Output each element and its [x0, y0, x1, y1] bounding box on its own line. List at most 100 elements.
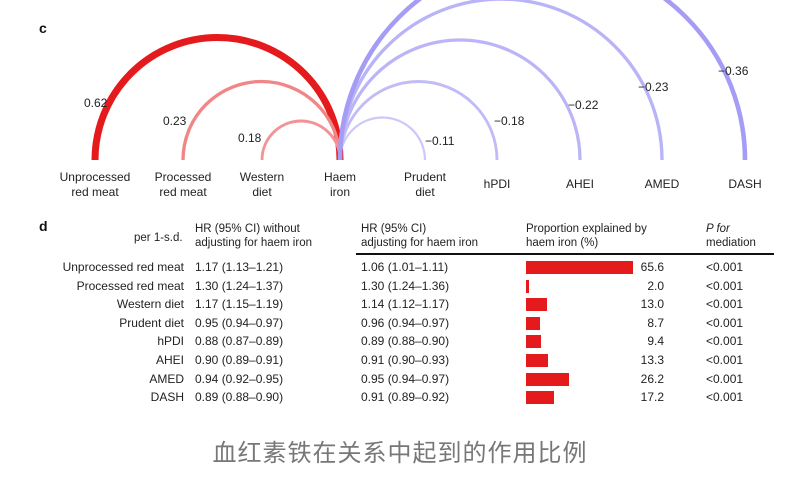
- p-mediation-cell: <0.001: [706, 334, 744, 349]
- table-header-rule: [356, 253, 774, 255]
- node-label-line: Western: [239, 170, 285, 184]
- node-label-line: red meat: [71, 185, 119, 199]
- hr-without-cell: 0.95 (0.94–0.97): [195, 315, 284, 330]
- proportion-bar: [526, 279, 530, 293]
- percent-cell: 9.4: [647, 334, 664, 349]
- proportion-bar: [526, 335, 542, 349]
- header-proportion-line1: Proportion explained by: [526, 223, 647, 235]
- header-hr-with: HR (95% CI) adjusting for haem iron: [361, 222, 478, 250]
- header-p-line2: mediation: [706, 237, 756, 249]
- node-label-haem-iron: Haem iron: [290, 170, 390, 200]
- proportion-bar: [526, 316, 541, 330]
- proportion-bar: [526, 391, 555, 405]
- arc-amed: [338, 0, 664, 161]
- header-proportion-line2: haem iron (%): [526, 237, 599, 249]
- node-label-unprocessed-red-meat: Unprocessed red meat: [45, 170, 145, 200]
- row-label: Western diet: [116, 297, 184, 312]
- hr-without-cell: 0.89 (0.88–0.90): [195, 390, 284, 405]
- header-per-sd: per 1-s.d.: [134, 232, 183, 244]
- arc-western-diet: [260, 119, 342, 161]
- table-row: Western diet 1.17 (1.15–1.19) 1.14 (1.12–1…: [0, 295, 800, 313]
- proportion-bar: [526, 372, 569, 386]
- table-row: hPDI 0.88 (0.87–0.89) 0.89 (0.88–0.90) 9.4 <…: [0, 332, 800, 350]
- p-mediation-cell: <0.001: [706, 260, 744, 274]
- hr-without-cell: 1.30 (1.24–1.37): [195, 278, 284, 293]
- arc-ahei: [338, 38, 582, 161]
- hr-without-cell: 1.17 (1.15–1.19): [195, 297, 284, 312]
- node-label-line: diet: [252, 185, 272, 199]
- node-label-line: iron: [329, 185, 350, 199]
- percent-cell: 26.2: [640, 371, 664, 386]
- node-label-line: hPDI: [483, 177, 511, 191]
- header-p-text: P for: [706, 223, 730, 235]
- arc-prudent-diet: [338, 116, 427, 161]
- p-mediation-cell: <0.001: [706, 315, 744, 330]
- node-label-processed-red-meat: Processed red meat: [133, 170, 233, 200]
- hr-with-cell: 0.91 (0.89–0.92): [361, 390, 450, 405]
- arc-processed-red-meat: [181, 79, 342, 161]
- row-label: AHEI: [155, 353, 184, 367]
- hr-with-cell: 1.06 (1.01–1.11): [361, 260, 449, 274]
- hr-with-cell: 0.95 (0.94–0.97): [361, 371, 450, 386]
- node-label-prudent-diet: Prudent diet: [375, 170, 475, 200]
- figure-caption: 血红素铁在关系中起到的作用比例: [212, 439, 588, 467]
- hr-with-cell: 1.14 (1.12–1.17): [361, 297, 450, 312]
- percent-cell: 2.0: [647, 278, 664, 293]
- row-label: hPDI: [157, 334, 184, 349]
- node-label-line: Unprocessed: [59, 170, 131, 184]
- arc-value-amed: −0.23: [638, 80, 669, 94]
- table-row: Processed red meat 1.30 (1.24–1.37) 1.30 (…: [0, 277, 800, 295]
- arc-unprocessed-red-meat: [91, 34, 344, 161]
- p-mediation-cell: <0.001: [706, 278, 744, 293]
- table-row: AMED 0.94 (0.92–0.95) 0.95 (0.94–0.97) 26.2…: [0, 370, 800, 388]
- p-mediation-cell: <0.001: [706, 390, 744, 405]
- percent-cell: 8.7: [647, 315, 664, 330]
- hr-with-cell: 0.96 (0.94–0.97): [361, 315, 450, 330]
- hr-without-cell: 0.90 (0.89–0.91): [195, 353, 284, 367]
- panel-d-letter: d: [39, 218, 48, 234]
- node-label-line: Processed: [154, 170, 212, 184]
- header-hr-with-line2: adjusting for haem iron: [361, 237, 478, 249]
- node-label-dash: DASH: [695, 177, 795, 192]
- row-label: DASH: [150, 390, 184, 405]
- proportion-bar: [526, 261, 633, 274]
- header-p-line1: P for: [706, 222, 756, 236]
- arc-value-processed-red-meat: 0.23: [163, 114, 187, 128]
- node-label-line: DASH: [728, 177, 762, 191]
- hr-without-cell: 0.88 (0.87–0.89): [195, 334, 284, 349]
- table-row: Unprocessed red meat 1.17 (1.13–1.21) 1.06…: [0, 258, 800, 276]
- p-mediation-cell: <0.001: [706, 371, 744, 386]
- p-mediation-cell: <0.001: [706, 353, 744, 367]
- header-hr-without: HR (95% CI) without adjusting for haem i…: [195, 222, 312, 250]
- percent-cell: 13.0: [640, 297, 664, 312]
- row-label: Prudent diet: [119, 315, 184, 330]
- arc-value-prudent-diet: −0.11: [425, 134, 455, 148]
- table-row: AHEI 0.90 (0.89–0.91) 0.91 (0.90–0.93) 13.3…: [0, 351, 800, 369]
- arc-value-dash: −0.36: [718, 64, 749, 78]
- arc-hpdi: [338, 80, 499, 161]
- arc-value-unprocessed-red-meat: 0.62: [84, 96, 108, 110]
- node-label-amed: AMED: [612, 177, 712, 192]
- row-label: Unprocessed red meat: [62, 260, 184, 274]
- header-p-mediation: P for mediation: [706, 222, 756, 250]
- proportion-bar: [526, 354, 548, 367]
- proportion-bar: [526, 298, 548, 312]
- p-mediation-cell: <0.001: [706, 297, 744, 312]
- row-label: AMED: [149, 371, 184, 386]
- percent-cell: 65.6: [640, 260, 664, 274]
- header-hr-without-line1: HR (95% CI) without: [195, 223, 300, 235]
- header-hr-with-line1: HR (95% CI): [361, 223, 427, 235]
- panel-c-letter: c: [39, 20, 47, 36]
- row-label: Processed red meat: [76, 278, 184, 293]
- arc-diagram: [91, 0, 748, 161]
- node-label-hpdi: hPDI: [447, 177, 547, 192]
- node-label-line: AMED: [644, 177, 680, 191]
- node-label-line: diet: [415, 185, 435, 199]
- arc-value-ahei: −0.22: [568, 98, 599, 112]
- node-label-line: Haem: [323, 170, 356, 184]
- arc-dash: [337, 0, 748, 161]
- header-proportion: Proportion explained by haem iron (%): [526, 222, 647, 250]
- node-label-western-diet: Western diet: [212, 170, 312, 200]
- percent-cell: 13.3: [640, 353, 664, 367]
- arc-value-hpdi: −0.18: [494, 114, 525, 128]
